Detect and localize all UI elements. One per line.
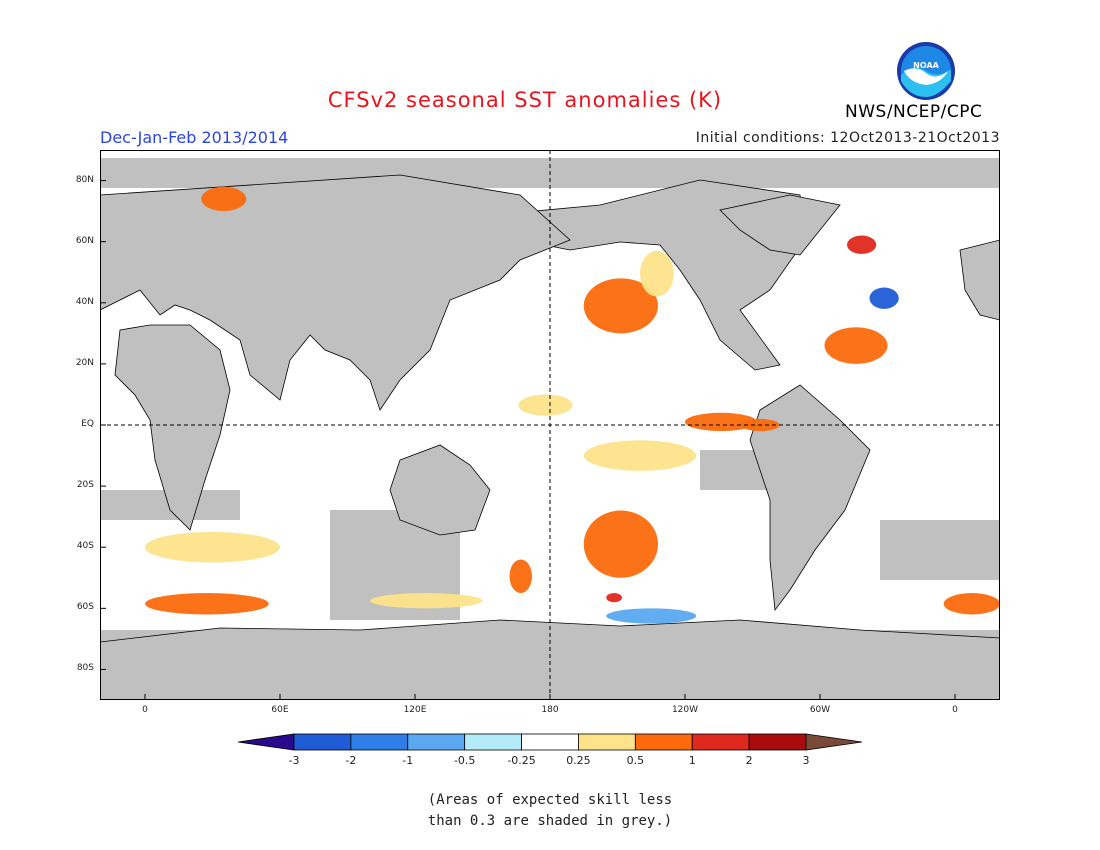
colorbar-segment: [238, 733, 295, 751]
colorbar: [238, 733, 862, 751]
colorbar-segment: [521, 733, 579, 751]
colorbar-tick-label: 2: [745, 754, 753, 767]
lat-label: 80N: [75, 174, 94, 185]
sst-anomaly-map: [100, 150, 1000, 700]
colorbar-tick-label: -0.25: [507, 754, 536, 767]
lat-label: 20N: [75, 357, 94, 368]
colorbar-tick-label: -3: [288, 754, 300, 767]
anomaly-patch-2: [685, 412, 757, 432]
anomaly-patch-17: [145, 531, 280, 563]
colorbar-tick-label: -1: [402, 754, 414, 767]
lon-label: 60E: [271, 705, 289, 715]
colorbar-segment: [464, 733, 522, 751]
anomaly-patch-6: [583, 440, 697, 471]
lon-label: 0: [952, 705, 958, 715]
lon-label: 0: [142, 705, 148, 715]
lon-label: 120E: [403, 705, 427, 715]
colorbar-segment: [407, 733, 466, 751]
colorbar-segment: [293, 733, 352, 751]
continents: [100, 174, 1000, 700]
anomaly-patches: [145, 186, 1000, 624]
season-label: Dec-Jan-Feb 2013/2014: [100, 128, 289, 147]
anomaly-patch-13: [943, 593, 1000, 615]
lat-label: 60N: [75, 235, 94, 246]
colorbar-tick-label: -0.5: [453, 754, 476, 767]
anomaly-patch-9: [824, 327, 888, 364]
lat-label: 20S: [76, 480, 94, 491]
australia: [389, 444, 491, 536]
footnote-line-2: than 0.3 are shaded in grey.): [427, 813, 673, 829]
europe-asia: [100, 174, 571, 411]
anomaly-patch-11: [847, 235, 877, 254]
anomaly-patch-0: [583, 278, 658, 334]
anomaly-patch-10: [869, 287, 899, 309]
western-europe: [959, 239, 1000, 321]
colorbar-tick-label: 0.25: [566, 754, 591, 767]
axis-ticks: [100, 180, 956, 700]
initial-conditions: Initial conditions: 12Oct2013-21Oct2013: [695, 130, 1000, 146]
lat-label: 40N: [75, 296, 94, 307]
colorbar-tick-label: -2: [345, 754, 357, 767]
colorbar-segment: [805, 733, 862, 751]
colorbar-tick-label: 1: [688, 754, 696, 767]
south-america: [749, 384, 871, 612]
greenland: [719, 194, 841, 256]
colorbar-tick-label: 0.5: [626, 754, 645, 767]
agency-label: NWS/NCEP/CPC: [845, 102, 983, 122]
colorbar-segment: [634, 733, 693, 751]
colorbar-segment: [748, 733, 807, 751]
anomaly-patch-15: [606, 608, 697, 624]
svg-text:NOAA: NOAA: [913, 61, 939, 70]
lon-label: 60W: [809, 705, 831, 715]
anomaly-patch-1: [640, 250, 674, 297]
anomaly-patch-4: [518, 394, 573, 416]
anomaly-patch-5: [583, 510, 658, 578]
colorbar-segment: [350, 733, 409, 751]
colorbar-tick-label: 3: [802, 754, 810, 767]
skill-footnote: (Areas of expected skill less than 0.3 a…: [0, 790, 1100, 832]
footnote-line-1: (Areas of expected skill less: [427, 792, 673, 808]
lat-label: EQ: [81, 419, 94, 429]
lon-label: 120W: [671, 705, 699, 715]
noaa-logo: NOAA: [897, 42, 955, 100]
colorbar-segment: [691, 733, 750, 751]
anomaly-patch-8: [606, 593, 622, 603]
colorbar-segment: [578, 733, 636, 751]
lon-label: 180: [541, 705, 559, 715]
chart-title: CFSv2 seasonal SST anomalies (K): [327, 88, 723, 112]
anomaly-patch-16: [370, 593, 483, 609]
anomaly-patch-14: [201, 186, 247, 212]
lat-label: 40S: [76, 541, 94, 552]
lat-label: 80S: [76, 663, 94, 674]
lat-label: 60S: [76, 602, 94, 613]
anomaly-patch-12: [145, 593, 269, 615]
africa: [114, 324, 231, 531]
antarctica: [100, 619, 1000, 700]
anomaly-patch-7: [509, 559, 532, 594]
